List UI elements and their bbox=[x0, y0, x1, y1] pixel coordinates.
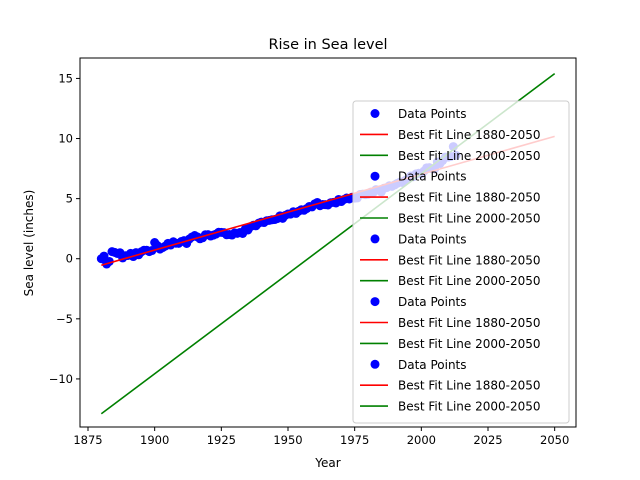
legend-item: Data Points bbox=[370, 170, 467, 184]
legend-label: Best Fit Line 2000-2050 bbox=[398, 400, 541, 414]
legend-marker-icon bbox=[370, 171, 380, 181]
legend-label: Best Fit Line 2000-2050 bbox=[398, 274, 541, 288]
legend-marker-icon bbox=[370, 109, 380, 118]
legend-item: Best Fit Line 1880-2050 bbox=[360, 316, 541, 330]
legend: Data Points Best Fit Line 1880-2050 Best F… bbox=[352, 100, 570, 424]
y-axis-ticks: −10 −5 0 5 10 15 bbox=[49, 71, 80, 386]
legend-label: Best Fit Line 1880-2050 bbox=[398, 316, 541, 330]
legend-item: Best Fit Line 2000-2050 bbox=[360, 337, 541, 351]
y-tick-label: −5 bbox=[56, 312, 73, 326]
legend-item: Best Fit Line 1880-2050 bbox=[360, 253, 541, 267]
x-tick-label: 2050 bbox=[540, 433, 569, 447]
legend-item: Best Fit Line 2000-2050 bbox=[360, 400, 541, 414]
legend-item: Best Fit Line 2000-2050 bbox=[360, 149, 541, 163]
legend-marker-icon bbox=[370, 234, 380, 244]
legend-label: Best Fit Line 2000-2050 bbox=[398, 149, 541, 163]
x-axis-ticks: 1875 1900 1925 1950 1975 2000 2025 2050 bbox=[73, 427, 569, 447]
legend-item: Data Points bbox=[370, 232, 467, 246]
legend-item: Best Fit Line 2000-2050 bbox=[360, 274, 541, 288]
legend-label: Best Fit Line 2000-2050 bbox=[398, 337, 541, 351]
y-tick-label: −10 bbox=[49, 372, 73, 386]
legend-label: Best Fit Line 1880-2050 bbox=[398, 191, 541, 205]
x-tick-label: 1900 bbox=[140, 433, 169, 447]
legend-item: Data Points bbox=[370, 107, 467, 121]
x-tick-label: 1975 bbox=[340, 433, 369, 447]
legend-label: Best Fit Line 1880-2050 bbox=[398, 379, 541, 393]
x-axis-label: Year bbox=[314, 456, 340, 470]
chart-title: Rise in Sea level bbox=[268, 37, 387, 53]
legend-label: Best Fit Line 1880-2050 bbox=[398, 253, 541, 267]
y-tick-label: 10 bbox=[58, 132, 73, 146]
y-tick-label: 0 bbox=[66, 252, 73, 266]
legend-item: Best Fit Line 2000-2050 bbox=[360, 212, 541, 226]
plot-frame bbox=[79, 57, 577, 428]
legend-item: Best Fit Line 1880-2050 bbox=[360, 191, 541, 205]
legend-item: Data Points bbox=[370, 358, 467, 372]
x-tick-label: 2025 bbox=[473, 433, 502, 447]
legend-label: Best Fit Line 1880-2050 bbox=[398, 128, 541, 142]
legend-label: Data Points bbox=[398, 295, 467, 309]
y-tick-label: 15 bbox=[58, 71, 73, 85]
legend-marker-icon bbox=[370, 297, 380, 307]
legend-label: Best Fit Line 2000-2050 bbox=[398, 212, 541, 226]
legend-label: Data Points bbox=[398, 232, 467, 246]
legend-item: Data Points bbox=[370, 295, 467, 309]
x-tick-label: 1950 bbox=[273, 433, 302, 447]
y-axis-label: Sea level (inches) bbox=[22, 190, 36, 297]
x-tick-label: 1925 bbox=[207, 433, 236, 447]
legend-marker-icon bbox=[370, 359, 380, 369]
legend-label: Data Points bbox=[398, 170, 467, 184]
x-tick-label: 2000 bbox=[407, 433, 436, 447]
x-tick-label: 1875 bbox=[73, 433, 102, 447]
legend-label: Data Points bbox=[398, 358, 467, 372]
y-tick-label: 5 bbox=[66, 192, 73, 206]
legend-item: Best Fit Line 1880-2050 bbox=[360, 379, 541, 393]
legend-label: Data Points bbox=[398, 107, 467, 121]
legend-item: Best Fit Line 1880-2050 bbox=[360, 128, 541, 142]
legend-box bbox=[352, 100, 570, 424]
